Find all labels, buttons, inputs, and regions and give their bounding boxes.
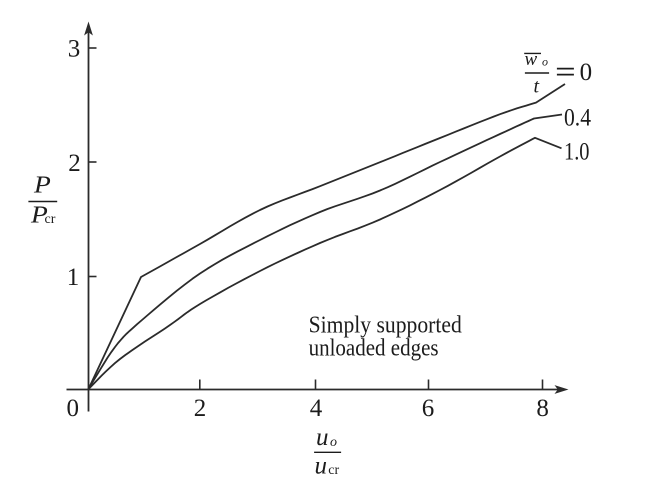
svg-text:cr: cr — [328, 463, 339, 478]
svg-text:o: o — [330, 435, 337, 450]
svg-text:Simply supported: Simply supported — [309, 313, 462, 339]
svg-text:cr: cr — [45, 212, 56, 227]
svg-text:0: 0 — [580, 59, 593, 86]
svg-text:2: 2 — [194, 395, 207, 422]
svg-text:0.4: 0.4 — [564, 104, 591, 131]
svg-text:P: P — [30, 202, 48, 228]
svg-text:P: P — [33, 173, 51, 199]
svg-text:0: 0 — [67, 395, 80, 422]
svg-text:6: 6 — [422, 395, 435, 422]
svg-text:u: u — [315, 452, 328, 479]
svg-text:w: w — [525, 49, 538, 70]
svg-text:1: 1 — [67, 264, 80, 291]
svg-text:u: u — [316, 424, 329, 451]
svg-text:3: 3 — [68, 36, 81, 63]
svg-text:4: 4 — [310, 395, 323, 422]
svg-text:o: o — [542, 54, 548, 68]
svg-text:t: t — [534, 76, 540, 98]
svg-text:1.0: 1.0 — [564, 139, 590, 166]
svg-text:2: 2 — [68, 150, 81, 177]
svg-text:unloaded edges: unloaded edges — [309, 336, 439, 362]
svg-text:8: 8 — [536, 395, 549, 422]
